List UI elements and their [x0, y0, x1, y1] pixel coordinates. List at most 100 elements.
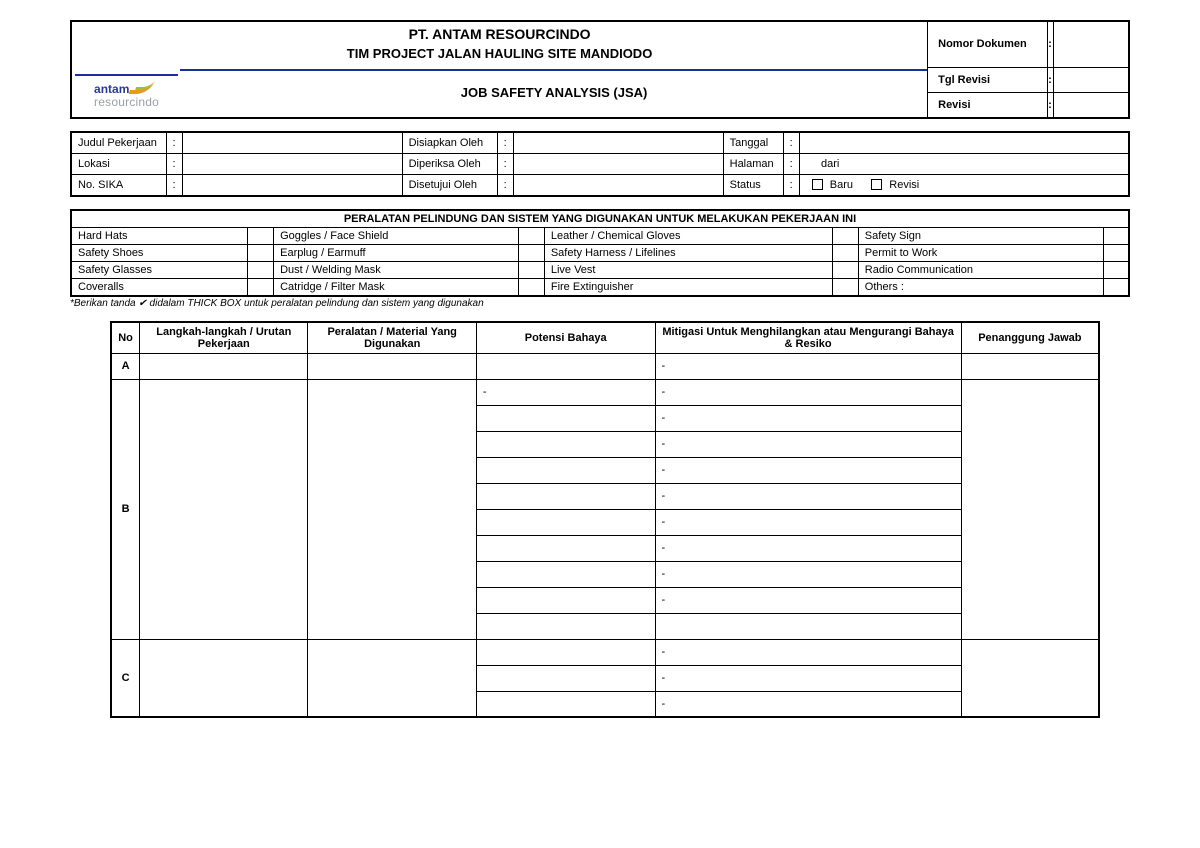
th-langkah: Langkah-langkah / Urutan Pekerjaan: [140, 322, 308, 354]
th-peralatan: Peralatan / Material Yang Digunakan: [308, 322, 476, 354]
cell-potensi: [476, 405, 655, 431]
cell-mitigasi: -: [655, 691, 961, 717]
equipment-checkbox[interactable]: [1103, 278, 1129, 296]
cell-potensi: [476, 587, 655, 613]
value-diperiksa: [513, 153, 723, 174]
label-halaman: Halaman: [723, 153, 783, 174]
cell-potensi: [476, 509, 655, 535]
project-name: TIM PROJECT JALAN HAULING SITE MANDIODO: [72, 46, 927, 67]
equipment-item: Safety Harness / Lifelines: [544, 244, 832, 261]
info-table: Judul Pekerjaan : Disiapkan Oleh : Tangg…: [70, 131, 1130, 197]
label-tanggal: Tanggal: [723, 132, 783, 154]
cell-peralatan: [308, 639, 476, 717]
th-mitigasi: Mitigasi Untuk Menghilangkan atau Mengur…: [655, 322, 961, 354]
company-name: PT. ANTAM RESOURCINDO: [72, 22, 927, 46]
cell-potensi: [476, 431, 655, 457]
equipment-title: PERALATAN PELINDUNG DAN SISTEM YANG DIGU…: [71, 210, 1129, 228]
value-revisi: [1054, 92, 1129, 118]
cell-peralatan: [308, 353, 476, 379]
equipment-checkbox[interactable]: [518, 227, 544, 244]
label-status: Status: [723, 174, 783, 196]
section-id: B: [111, 379, 140, 639]
value-disiapkan: [513, 132, 723, 154]
cell-potensi: [476, 353, 655, 379]
equipment-checkbox[interactable]: [1103, 227, 1129, 244]
jsa-table: No Langkah-langkah / Urutan Pekerjaan Pe…: [110, 321, 1100, 719]
equipment-note: *Berikan tanda ✔ didalam THICK BOX untuk…: [70, 298, 1130, 309]
equipment-checkbox[interactable]: [518, 261, 544, 278]
cell-mitigasi: -: [655, 535, 961, 561]
value-lokasi: [182, 153, 402, 174]
header-table: PT. ANTAM RESOURCINDO TIM PROJECT JALAN …: [70, 20, 1130, 119]
cell-mitigasi: -: [655, 561, 961, 587]
equipment-checkbox[interactable]: [832, 227, 858, 244]
equipment-checkbox[interactable]: [518, 278, 544, 296]
equipment-item: Others :: [858, 278, 1103, 296]
equipment-checkbox[interactable]: [248, 261, 274, 278]
cell-peralatan: [308, 379, 476, 639]
label-sika: No. SIKA: [71, 174, 166, 196]
cell-pj: [961, 639, 1099, 717]
equipment-checkbox[interactable]: [1103, 244, 1129, 261]
equipment-item: Fire Extinguisher: [544, 278, 832, 296]
cell-langkah: [140, 379, 308, 639]
section-id: A: [111, 353, 140, 379]
label-tgl-revisi: Tgl Revisi: [928, 67, 1048, 92]
value-status: Baru Revisi: [799, 174, 1129, 196]
equipment-checkbox[interactable]: [1103, 261, 1129, 278]
equipment-checkbox[interactable]: [248, 278, 274, 296]
form-title: JOB SAFETY ANALYSIS (JSA): [181, 71, 927, 114]
equipment-checkbox[interactable]: [518, 244, 544, 261]
equipment-checkbox[interactable]: [248, 227, 274, 244]
cell-mitigasi: -: [655, 431, 961, 457]
cell-mitigasi: [655, 613, 961, 639]
equipment-item: Earplug / Earmuff: [274, 244, 519, 261]
cell-potensi: [476, 535, 655, 561]
label-nomor-dokumen: Nomor Dokumen: [928, 21, 1048, 67]
value-judul: [182, 132, 402, 154]
cell-potensi: [476, 691, 655, 717]
checkbox-revisi[interactable]: [871, 179, 882, 190]
cell-mitigasi: -: [655, 353, 961, 379]
equipment-item: Safety Glasses: [71, 261, 248, 278]
cell-mitigasi: -: [655, 665, 961, 691]
equipment-item: Safety Shoes: [71, 244, 248, 261]
cell-potensi: [476, 457, 655, 483]
cell-potensi: [476, 613, 655, 639]
label-disetujui: Disetujui Oleh: [402, 174, 497, 196]
logo: antam resourcindo: [94, 80, 159, 109]
value-disetujui: [513, 174, 723, 196]
cell-pj: [961, 353, 1099, 379]
equipment-item: Live Vest: [544, 261, 832, 278]
label-revisi: Revisi: [928, 92, 1048, 118]
cell-mitigasi: -: [655, 405, 961, 431]
cell-mitigasi: -: [655, 509, 961, 535]
equipment-item: Radio Communication: [858, 261, 1103, 278]
cell-potensi: [476, 639, 655, 665]
equipment-item: Catridge / Filter Mask: [274, 278, 519, 296]
equipment-checkbox[interactable]: [248, 244, 274, 261]
cell-mitigasi: -: [655, 379, 961, 405]
value-sika: [182, 174, 402, 196]
th-pj: Penanggung Jawab: [961, 322, 1099, 354]
equipment-item: Safety Sign: [858, 227, 1103, 244]
label-judul: Judul Pekerjaan: [71, 132, 166, 154]
cell-mitigasi: -: [655, 483, 961, 509]
equipment-checkbox[interactable]: [832, 261, 858, 278]
value-nomor-dokumen: [1054, 21, 1129, 67]
cell-mitigasi: -: [655, 587, 961, 613]
equipment-item: Permit to Work: [858, 244, 1103, 261]
section-id: C: [111, 639, 140, 717]
equipment-checkbox[interactable]: [832, 244, 858, 261]
cell-potensi: [476, 665, 655, 691]
cell-langkah: [140, 639, 308, 717]
cell-potensi: [476, 483, 655, 509]
cell-langkah: [140, 353, 308, 379]
label-disiapkan: Disiapkan Oleh: [402, 132, 497, 154]
cell-mitigasi: -: [655, 457, 961, 483]
checkbox-baru[interactable]: [812, 179, 823, 190]
equipment-item: Hard Hats: [71, 227, 248, 244]
value-tgl-revisi: [1054, 67, 1129, 92]
cell-potensi: -: [476, 379, 655, 405]
equipment-checkbox[interactable]: [832, 278, 858, 296]
